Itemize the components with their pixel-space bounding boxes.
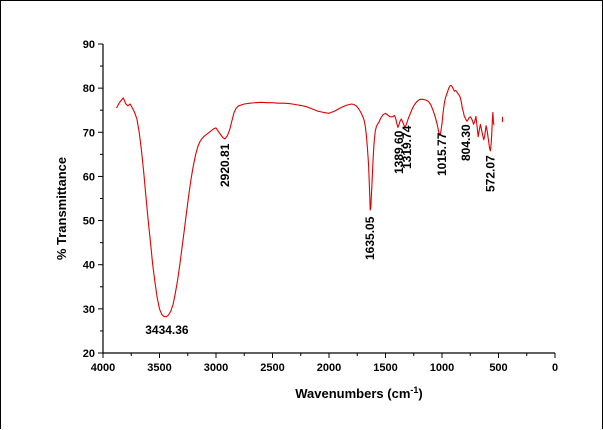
- x-tick-label: 4000: [91, 362, 115, 374]
- y-axis-ticks: 20 30 40 50 60 70 80 90: [83, 39, 103, 360]
- x-tick-label: 500: [489, 362, 507, 374]
- x-tick-label: 2500: [260, 362, 284, 374]
- y-tick-label: 20: [83, 348, 95, 360]
- spectrum-line: [116, 84, 495, 318]
- plot-area: [102, 44, 555, 354]
- peak-label: 1635.05: [363, 216, 377, 260]
- x-tick-label: 2000: [317, 362, 341, 374]
- x-tick-label: 3500: [147, 362, 171, 374]
- x-axis-title: Wavenumbers (cm-1): [295, 385, 422, 401]
- peak-label: 1319.74: [400, 125, 414, 169]
- y-tick-label: 30: [83, 304, 95, 316]
- peak-label: 804.30: [459, 124, 473, 161]
- x-tick-label: 1500: [373, 362, 397, 374]
- y-tick-label: 60: [83, 171, 95, 183]
- y-tick-label: 80: [83, 83, 95, 95]
- x-tick-label: 0: [552, 362, 558, 374]
- y-tick-label: 50: [83, 216, 95, 228]
- peak-label: 2920.81: [218, 143, 232, 187]
- x-axis-ticks: 4000 3500 3000 2500 2000 1500 1000 500 0: [91, 353, 558, 374]
- y-axis-title: % Transmittance: [54, 157, 69, 260]
- peak-label: 1389.60: [392, 130, 406, 174]
- peak-label: 572.07: [483, 155, 497, 192]
- y-tick-label: 40: [83, 260, 95, 272]
- peak-label: 1015.77: [435, 132, 449, 176]
- y-tick-label: 90: [83, 39, 95, 51]
- x-tick-label: 3000: [204, 362, 228, 374]
- series-layer: [116, 84, 504, 318]
- peak-label: 3434.36: [145, 323, 189, 337]
- x-tick-label: 1000: [430, 362, 454, 374]
- y-tick-label: 70: [83, 127, 95, 139]
